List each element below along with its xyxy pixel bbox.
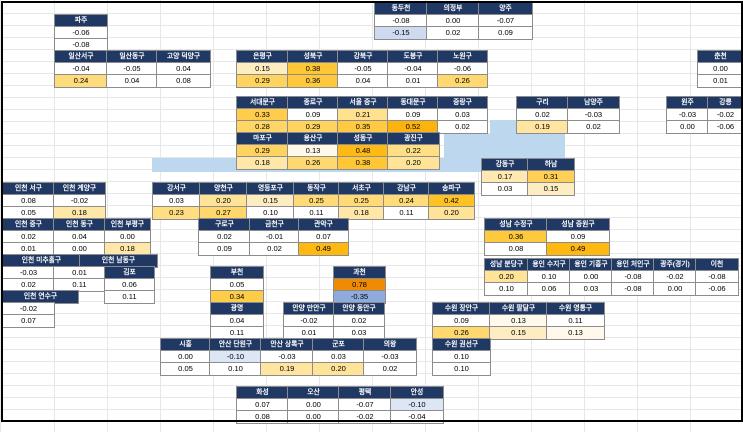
seoul-mapo-line-value-1-3[interactable]: 0.20: [387, 156, 440, 170]
hwaseong-line-value-1-3[interactable]: -0.04: [390, 410, 444, 424]
seoul-north-value-1-2[interactable]: 0.04: [337, 74, 389, 88]
gangdong-hanam-value-1-1[interactable]: 0.15: [527, 182, 575, 196]
siheung-ansan-line-value-1-1[interactable]: 0.10: [209, 362, 262, 376]
wonju-gangneung-value-1-1[interactable]: -0.06: [707, 120, 743, 134]
hwaseong-line-value-1-0[interactable]: 0.08: [236, 410, 289, 424]
bundang-yongin-line-value-1-5[interactable]: -0.06: [695, 282, 739, 296]
suwon-line-value-1-2[interactable]: 0.13: [546, 326, 605, 340]
gangdong-hanam-value-0-1[interactable]: 0.31: [527, 170, 575, 184]
dongducheon-uijeongbu-yangju-value-1-1[interactable]: 0.02: [426, 26, 480, 40]
seoul-north-value-1-4[interactable]: 0.26: [437, 74, 488, 88]
guro-geumcheon-gwanak-value-1-1[interactable]: 0.02: [249, 242, 300, 256]
siheung-ansan-line-value-1-2[interactable]: 0.19: [260, 362, 314, 376]
gimpo-value-1-0[interactable]: 0.11: [104, 290, 155, 304]
wonju-gangneung-value-1-0[interactable]: 0.00: [666, 120, 709, 134]
hwaseong-line-value-1-1[interactable]: 0.00: [287, 410, 340, 424]
guri-namyangju-value-1-0[interactable]: 0.19: [516, 120, 569, 134]
bundang-yongin-line-value-1-0[interactable]: 0.10: [484, 282, 529, 296]
siheung-ansan-line-value-1-0[interactable]: 0.05: [160, 362, 211, 376]
seoul-south-line-value-1-5[interactable]: 0.11: [383, 206, 430, 220]
seoul-north-value-1-3[interactable]: 0.01: [387, 74, 439, 88]
seongnam-sujeong-jungwon-value-1-1[interactable]: 0.49: [546, 242, 610, 256]
incheon-yeonsu-value-1-0[interactable]: 0.07: [2, 314, 55, 328]
goyang-value-1-2[interactable]: 0.08: [156, 74, 211, 88]
seoul-north-value-1-1[interactable]: 0.36: [287, 74, 339, 88]
gangdong-hanam-value-1-0[interactable]: 0.03: [481, 182, 529, 196]
bundang-yongin-line-value-1-1[interactable]: 0.06: [527, 282, 571, 296]
seoul-mapo-line-value-1-2[interactable]: 0.38: [337, 156, 389, 170]
guro-geumcheon-gwanak-value-1-0[interactable]: 0.09: [198, 242, 251, 256]
bundang-yongin-line-value-1-3[interactable]: -0.08: [611, 282, 655, 296]
seoul-central-value-1-4[interactable]: 0.02: [437, 120, 488, 134]
seoul-south-line-value-1-4[interactable]: 0.18: [338, 206, 385, 220]
guri-namyangju-value-1-1[interactable]: 0.02: [567, 120, 620, 134]
goyang-value-1-0[interactable]: 0.24: [54, 74, 108, 88]
bundang-yongin-line-value-1-4[interactable]: 0.00: [653, 282, 697, 296]
guro-geumcheon-gwanak-value-1-2[interactable]: 0.49: [298, 242, 349, 256]
siheung-ansan-line-value-1-3[interactable]: 0.20: [312, 362, 365, 376]
hwaseong-line-value-1-2[interactable]: -0.02: [338, 410, 392, 424]
seoul-north-value-1-0[interactable]: 0.29: [236, 74, 289, 88]
seoul-south-line-value-1-6[interactable]: 0.20: [428, 206, 475, 220]
incheon-jung-dong-bupyeong-value-0-2[interactable]: 0.00: [104, 230, 151, 244]
seoul-mapo-line-value-1-1[interactable]: 0.26: [287, 156, 339, 170]
siheung-ansan-line-value-1-4[interactable]: 0.02: [363, 362, 417, 376]
han-river-shading-middle: [444, 134, 565, 158]
seoul-south-line-value-1-0[interactable]: 0.23: [152, 206, 201, 220]
suwon-gwonseon-value-1-0[interactable]: 0.10: [432, 362, 491, 376]
bundang-yongin-line-value-1-2[interactable]: 0.03: [569, 282, 613, 296]
incheon-michuhol-namdong-value-1-1[interactable]: 0.11: [53, 278, 106, 292]
seoul-mapo-line-value-1-0[interactable]: 0.18: [236, 156, 289, 170]
seongnam-sujeong-jungwon-value-1-0[interactable]: 0.08: [484, 242, 548, 256]
suwon-line-value-1-1[interactable]: 0.15: [489, 326, 548, 340]
goyang-value-1-1[interactable]: 0.04: [106, 74, 158, 88]
chuncheon-value-1-0[interactable]: 0.01: [697, 74, 743, 88]
anyang-value-1-1[interactable]: 0.03: [333, 326, 385, 340]
dongducheon-uijeongbu-yangju-value-1-2[interactable]: 0.09: [478, 26, 533, 40]
dongducheon-uijeongbu-yangju-value-1-0[interactable]: -0.15: [374, 26, 428, 40]
